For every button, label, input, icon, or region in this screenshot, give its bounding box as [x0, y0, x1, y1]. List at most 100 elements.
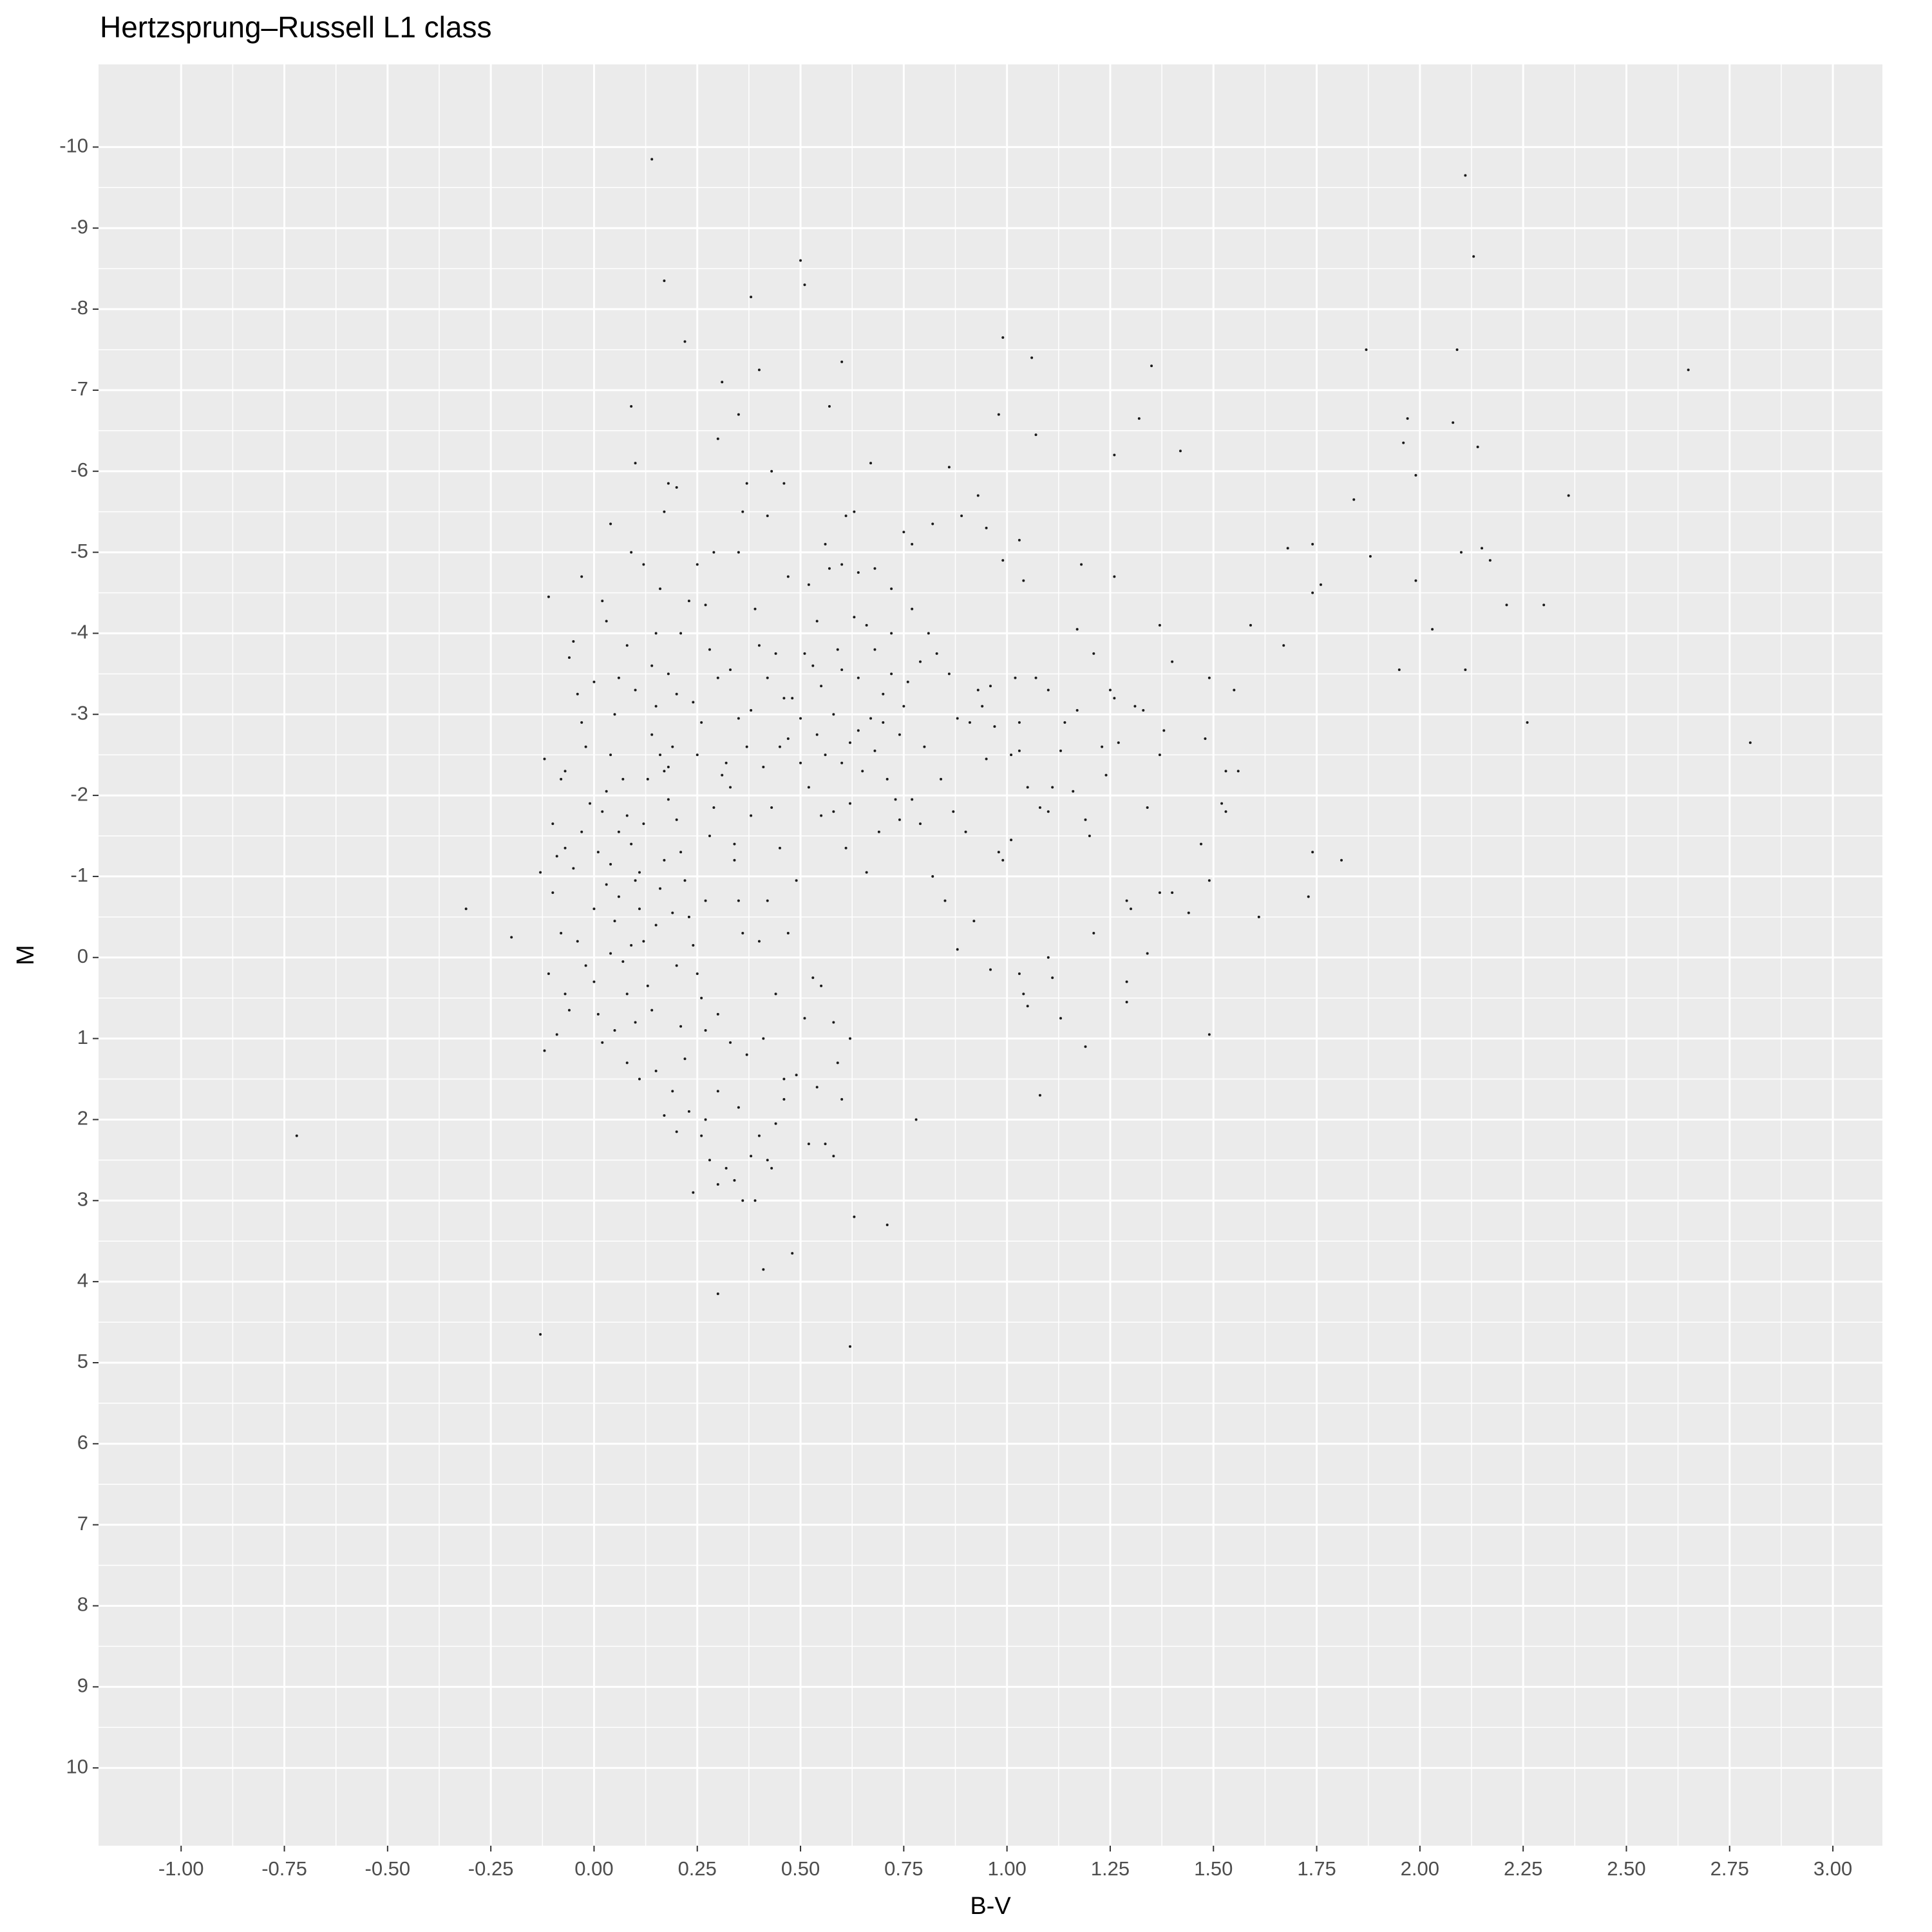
point [741, 932, 744, 935]
point [840, 1097, 844, 1101]
x-tick-label: -1.00 [158, 1857, 204, 1880]
point [911, 798, 914, 801]
point [1001, 559, 1005, 562]
x-tick-label: 2.25 [1504, 1857, 1542, 1880]
point [1034, 676, 1037, 679]
point [886, 777, 889, 781]
point [1125, 980, 1128, 983]
point [857, 676, 860, 679]
point [1022, 992, 1025, 996]
point [592, 680, 596, 683]
grid [99, 64, 1882, 1846]
x-tick-label: -0.25 [468, 1857, 514, 1880]
point [1117, 741, 1120, 744]
point [902, 705, 905, 708]
point [799, 259, 802, 262]
point [1208, 1033, 1211, 1036]
point [762, 766, 765, 769]
x-tick-label: 1.00 [987, 1857, 1026, 1880]
point [733, 858, 736, 862]
point [1224, 770, 1227, 773]
point [820, 984, 823, 987]
y-tick-label: 1 [77, 1026, 88, 1048]
point [1034, 433, 1037, 437]
point [729, 668, 732, 672]
point [692, 701, 695, 704]
point [564, 770, 567, 773]
point [1452, 421, 1455, 424]
point [1224, 810, 1227, 813]
point [1158, 623, 1161, 627]
point [650, 664, 654, 667]
point [1046, 810, 1050, 813]
point [1080, 563, 1083, 566]
point [1113, 697, 1116, 700]
point [551, 891, 554, 895]
point [824, 1142, 827, 1146]
point [911, 542, 914, 545]
point [1464, 174, 1467, 177]
point [696, 753, 699, 757]
point [918, 660, 922, 663]
point [1481, 547, 1484, 550]
y-tick-label: 3 [77, 1188, 88, 1210]
point [791, 1252, 794, 1255]
point [1311, 591, 1314, 594]
point [840, 563, 844, 566]
point [886, 1224, 889, 1227]
point [782, 1097, 786, 1101]
point [861, 770, 864, 773]
y-tick-label: -7 [70, 377, 88, 400]
point [551, 822, 554, 826]
point [972, 920, 976, 923]
point [621, 777, 625, 781]
point [1286, 547, 1289, 550]
point [733, 842, 736, 846]
point [1282, 644, 1285, 647]
point [630, 551, 633, 554]
point [601, 810, 604, 813]
point [836, 648, 839, 651]
point [750, 1155, 753, 1158]
point [803, 283, 806, 287]
point [580, 721, 583, 724]
point [1397, 668, 1401, 672]
point [1414, 579, 1417, 582]
point [753, 607, 757, 611]
point [464, 907, 468, 911]
point [646, 984, 649, 987]
point [1406, 417, 1409, 420]
point [865, 871, 868, 874]
point [654, 1069, 658, 1072]
point [989, 968, 992, 971]
point [543, 757, 546, 761]
point [873, 749, 876, 752]
point [510, 936, 513, 939]
y-tick-label: 9 [77, 1674, 88, 1697]
point [786, 575, 790, 578]
point [1018, 972, 1021, 975]
point [630, 405, 633, 408]
point [1249, 623, 1252, 627]
point [985, 526, 988, 529]
point [807, 786, 810, 789]
panel [99, 64, 1882, 1846]
point [663, 1114, 666, 1117]
point [625, 644, 629, 647]
point [1150, 365, 1153, 368]
point [679, 632, 683, 635]
point [683, 340, 687, 343]
point [609, 863, 612, 866]
point [580, 575, 583, 578]
point [964, 830, 967, 833]
point [1146, 952, 1149, 955]
point [1018, 749, 1021, 752]
point [811, 976, 815, 980]
y-tick-label: -6 [70, 459, 88, 481]
point [815, 620, 819, 623]
point [1204, 737, 1207, 741]
point [605, 620, 608, 623]
point [1063, 721, 1066, 724]
point [857, 729, 860, 732]
